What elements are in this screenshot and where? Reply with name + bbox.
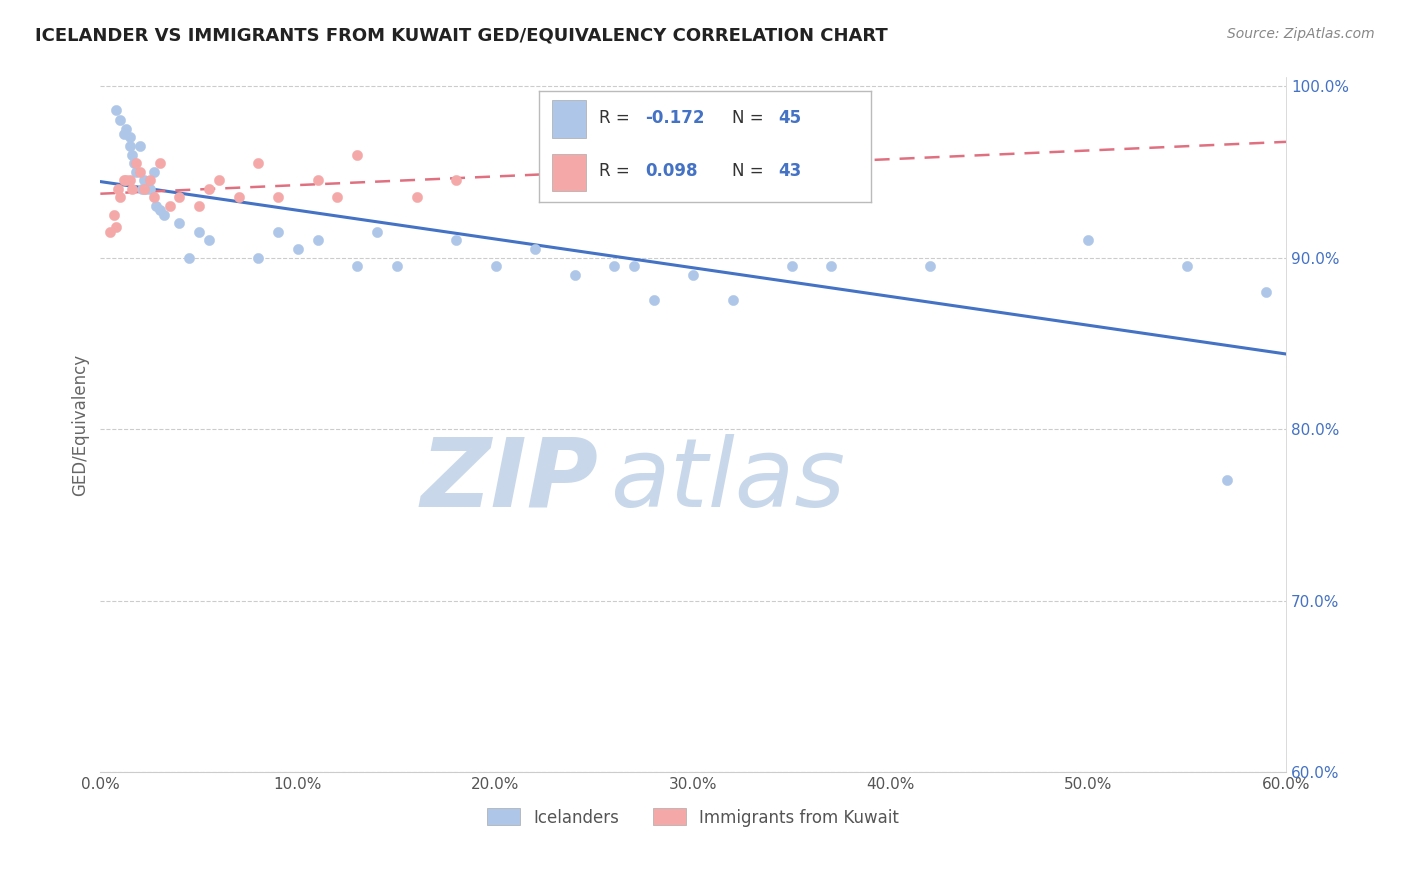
Point: [444, 233, 467, 247]
Point: [1215, 474, 1237, 488]
Point: [820, 259, 842, 273]
Point: [169, 216, 191, 230]
Point: [149, 202, 172, 217]
Point: [346, 259, 368, 273]
Point: [780, 259, 803, 273]
Point: [564, 268, 586, 282]
Point: [287, 242, 309, 256]
Point: [142, 165, 165, 179]
Point: [115, 121, 138, 136]
Point: [1256, 285, 1278, 299]
Text: ZIP: ZIP: [420, 434, 599, 527]
Point: [152, 208, 174, 222]
Point: [198, 233, 221, 247]
Point: [366, 225, 388, 239]
Point: [98, 225, 121, 239]
Point: [159, 199, 181, 213]
Point: [108, 113, 131, 128]
Point: [682, 268, 704, 282]
Point: [118, 130, 141, 145]
Y-axis label: GED/Equivalency: GED/Equivalency: [72, 354, 89, 496]
Point: [1077, 233, 1099, 247]
Point: [118, 139, 141, 153]
Point: [247, 251, 270, 265]
Point: [139, 173, 162, 187]
Point: [267, 190, 290, 204]
Point: [115, 173, 138, 187]
Point: [208, 173, 231, 187]
Point: [121, 147, 143, 161]
Point: [132, 173, 155, 187]
Point: [623, 259, 645, 273]
Point: [524, 242, 547, 256]
Point: [112, 173, 135, 187]
Point: [139, 182, 162, 196]
Point: [405, 190, 427, 204]
Point: [169, 190, 191, 204]
Legend: Icelanders, Immigrants from Kuwait: Icelanders, Immigrants from Kuwait: [481, 802, 905, 833]
Point: [107, 182, 129, 196]
Point: [444, 173, 467, 187]
Point: [128, 165, 150, 179]
Point: [198, 182, 221, 196]
Point: [142, 190, 165, 204]
Point: [307, 173, 329, 187]
Point: [228, 190, 250, 204]
Point: [108, 190, 131, 204]
Point: [149, 156, 172, 170]
Text: ICELANDER VS IMMIGRANTS FROM KUWAIT GED/EQUIVALENCY CORRELATION CHART: ICELANDER VS IMMIGRANTS FROM KUWAIT GED/…: [35, 27, 889, 45]
Point: [346, 147, 368, 161]
Point: [125, 156, 148, 170]
Point: [105, 103, 128, 117]
Point: [307, 233, 329, 247]
Point: [179, 251, 201, 265]
Point: [105, 219, 128, 234]
Point: [188, 225, 211, 239]
Point: [188, 199, 211, 213]
Point: [131, 182, 153, 196]
Point: [267, 225, 290, 239]
Point: [1175, 259, 1198, 273]
Point: [103, 208, 125, 222]
Point: [920, 259, 942, 273]
Point: [603, 259, 626, 273]
Point: [118, 173, 141, 187]
Point: [128, 139, 150, 153]
Point: [643, 293, 665, 308]
Text: atlas: atlas: [610, 434, 845, 527]
Point: [112, 127, 135, 141]
Point: [385, 259, 408, 273]
Point: [125, 165, 148, 179]
Point: [721, 293, 744, 308]
Text: Source: ZipAtlas.com: Source: ZipAtlas.com: [1227, 27, 1375, 41]
Point: [121, 182, 143, 196]
Point: [247, 156, 270, 170]
Point: [326, 190, 349, 204]
Point: [145, 199, 167, 213]
Point: [132, 182, 155, 196]
Point: [135, 182, 157, 196]
Point: [484, 259, 506, 273]
Point: [122, 156, 145, 170]
